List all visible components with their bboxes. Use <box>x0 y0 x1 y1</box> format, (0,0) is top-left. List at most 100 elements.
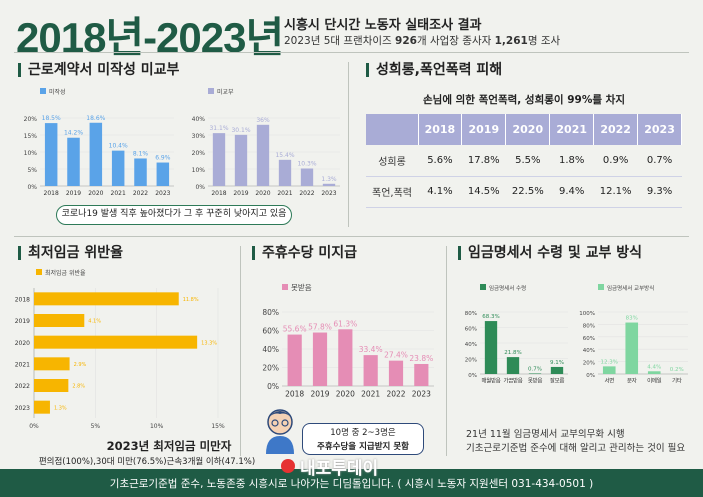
y-tick-label: 2023 <box>15 405 30 412</box>
bar <box>388 360 404 386</box>
data-label: 57.8% <box>308 323 332 332</box>
x-tick-label: 잘모름 <box>550 377 565 385</box>
table-cell: 9.4% <box>549 176 594 208</box>
data-label: 61.3% <box>333 319 357 328</box>
y-tick-label: 60% <box>465 327 477 333</box>
minwage-chart: 최저임금 위반율 0% 5% 10% 15% 11.8% 2018 4.1% 2019 13.3%… <box>15 269 225 430</box>
data-label: 55.6% <box>283 325 307 334</box>
bar <box>287 334 302 386</box>
table-cell: 22.5% <box>505 176 550 208</box>
data-label: 1.3% <box>54 405 67 411</box>
x-tick-label: 2020 <box>88 190 103 197</box>
data-label: 11.8% <box>183 297 199 303</box>
column-header: 2019 <box>461 114 507 145</box>
y-tick-label: 2019 <box>15 318 30 325</box>
column-header: 2022 <box>593 114 639 145</box>
data-label: 2.9% <box>74 362 87 368</box>
legend-label: 미작성 <box>49 88 66 96</box>
y-tick-label: 0% <box>195 184 205 191</box>
bar <box>34 379 69 392</box>
legend-swatch <box>480 284 486 290</box>
y-tick-label: 20% <box>24 116 38 123</box>
bar <box>34 357 70 371</box>
bar <box>338 329 353 386</box>
legend-label: 임금명세서 교부방식 <box>607 284 654 292</box>
legend-swatch <box>282 284 288 290</box>
y-tick-label: 0% <box>27 184 37 191</box>
y-tick-label: 20% <box>192 150 206 157</box>
y-tick-label: 2018 <box>15 296 30 303</box>
bottom-divider-right <box>446 246 447 456</box>
x-tick-label: 2022 <box>299 190 314 197</box>
x-tick-label: 2020 <box>255 190 270 197</box>
section-title-contract: 근로계약서 미작성 미교부 <box>18 63 179 77</box>
bar <box>34 400 50 414</box>
y-tick-label: 20% <box>262 364 279 373</box>
bar <box>414 363 429 386</box>
y-tick-label: 80% <box>583 323 595 329</box>
column-header: 2018 <box>418 114 463 145</box>
data-label: 8.1% <box>133 150 149 157</box>
section-title-holiday: 주휴수당 미지급 <box>252 246 357 260</box>
table-cell: 0.9% <box>593 145 638 177</box>
table-cell: 4.1% <box>418 176 462 208</box>
bar <box>363 355 378 386</box>
table-cell: 12.1% <box>593 176 638 208</box>
bar <box>34 292 179 306</box>
bottom-divider-left <box>240 246 241 456</box>
holiday-bubble: 10명 중 2~3명은 주휴수당을 지급받지 못함 <box>302 423 424 455</box>
y-tick-label: 60% <box>262 327 279 336</box>
row-header: 폭언,폭력 <box>366 176 418 208</box>
data-label: 36% <box>256 117 270 124</box>
survey-summary: 2023년 5대 프랜차이즈 926개 사업장 종사자 1,261명 조사 <box>284 35 561 47</box>
bar <box>602 366 616 374</box>
column-header: 2020 <box>505 114 551 145</box>
row-divider <box>14 236 689 237</box>
table-cell: 17.8% <box>461 145 506 177</box>
bar <box>234 134 248 186</box>
x-tick-label: 이메일 <box>647 377 662 385</box>
y-tick-label: 2022 <box>15 383 30 390</box>
data-label: 27.4% <box>384 351 408 360</box>
data-label: 31.1% <box>209 125 228 132</box>
y-tick-label: 0% <box>468 373 477 379</box>
table-cell: 5.6% <box>418 145 462 177</box>
data-label: 15.4% <box>275 152 294 159</box>
x-tick-label: 2021 <box>277 190 292 197</box>
harassment-table: 2018 2019 2020 2021 2022 2023 성희롱 5.6% 17.8% 5.5… <box>366 114 682 208</box>
footer-text: 기초근로기준법 준수, 노동존중 시흥시로 나아가는 디딤돌입니다. ( 시흥시… <box>109 478 594 490</box>
x-tick-label: 2021 <box>361 390 380 399</box>
data-label: 10.3% <box>297 160 316 167</box>
header-divider <box>14 52 689 53</box>
bar <box>312 332 328 386</box>
contract-not-written-chart: 미작성 0% 5% 10% 15% 20% 18.5% 2018 14.2% 2019 18.6% 2… <box>24 88 174 197</box>
x-tick-label: 2023 <box>412 390 431 399</box>
bar <box>484 321 498 374</box>
watermark-icon <box>281 459 295 473</box>
row-header: 성희롱 <box>366 145 418 177</box>
bar <box>625 322 639 374</box>
table-corner <box>366 114 419 145</box>
bar <box>156 162 170 186</box>
legend-label: 최저임금 위반율 <box>45 269 86 277</box>
y-tick-label: 20% <box>465 358 477 364</box>
bar <box>34 335 198 349</box>
y-tick-label: 10% <box>192 167 206 174</box>
data-label: 33.4% <box>359 345 383 354</box>
y-tick-label: 2020 <box>15 340 30 347</box>
data-label: 0.7% <box>528 366 542 372</box>
table-row: 성희롱 5.6% 17.8% 5.5% 1.8% 0.9% 0.7% <box>366 145 682 177</box>
x-tick-label: 2018 <box>44 190 59 197</box>
data-label: 0.2% <box>670 367 684 373</box>
section-title-payslip: 임금명세서 수령 및 교부 방식 <box>458 246 642 260</box>
bar <box>34 314 85 327</box>
data-label: 4.1% <box>88 319 101 325</box>
section-title-minwage: 최저임금 위반율 <box>18 246 123 260</box>
bar <box>322 183 336 186</box>
legend-swatch <box>598 284 604 290</box>
data-label: 14.2% <box>64 130 83 137</box>
legend-label: 못받음 <box>291 282 312 292</box>
y-tick-label: 60% <box>583 336 595 342</box>
table-cell: 9.3% <box>637 176 682 208</box>
x-tick-label: 2018 <box>285 390 304 399</box>
